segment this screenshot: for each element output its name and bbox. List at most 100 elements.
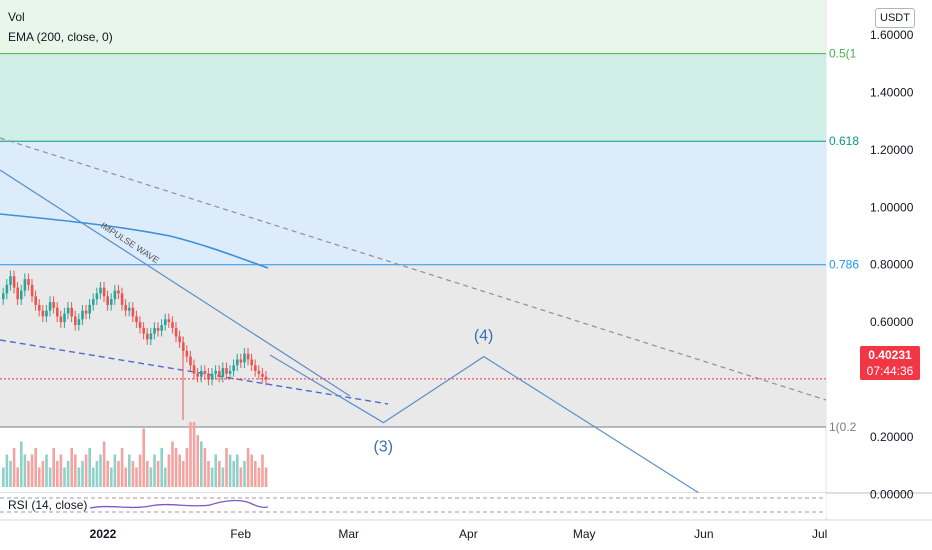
candle-body	[84, 310, 88, 314]
volume-bar	[110, 467, 113, 487]
fib-level-label: 0.618	[829, 134, 859, 148]
volume-bar	[16, 467, 19, 487]
volume-bar	[124, 467, 127, 487]
candle-body	[27, 279, 30, 285]
price-axis-tick: 0.80000	[870, 258, 914, 272]
volume-bar	[189, 422, 192, 487]
candle-body	[174, 327, 178, 337]
volume-bar	[81, 461, 84, 487]
volume-bar	[210, 467, 214, 487]
candle-body	[203, 370, 207, 374]
volume-bar	[192, 422, 196, 487]
candle-body	[88, 304, 91, 314]
volume-bar	[20, 441, 23, 487]
volume-bar	[120, 448, 124, 487]
fib-level-label: 1(0.2	[829, 420, 857, 434]
volume-bar	[146, 461, 149, 487]
volume-bar	[99, 454, 102, 487]
candle-body	[178, 336, 181, 343]
volume-bar	[214, 454, 217, 487]
price-axis-tick: 0.60000	[870, 315, 914, 329]
bar-countdown: 07:44:36	[866, 364, 914, 378]
time-axis-tick: Feb	[230, 527, 251, 541]
candle-body	[185, 350, 189, 357]
candle-body	[66, 307, 70, 314]
time-axis-tick: Jun	[694, 527, 713, 541]
candle-body	[160, 325, 163, 331]
candle-body	[257, 370, 261, 374]
volume-bar	[45, 454, 48, 487]
candle-body	[59, 316, 63, 323]
price-axis-tick: 1.40000	[870, 85, 914, 99]
candle-body	[63, 313, 66, 323]
volume-bar	[232, 461, 235, 487]
candle-body	[34, 296, 37, 305]
candle-body	[228, 370, 232, 374]
dashed-resistance-line	[0, 137, 827, 401]
impulse-wave-line	[0, 169, 351, 397]
candle-body	[192, 365, 196, 374]
candle-body	[250, 359, 253, 366]
volume-bar	[113, 454, 117, 487]
candle-body	[135, 316, 138, 323]
volume-bar	[200, 441, 203, 487]
candle-body	[207, 373, 210, 380]
candle-body	[254, 365, 257, 371]
volume-bar	[77, 467, 81, 487]
candle-body	[189, 356, 192, 366]
volume-bar	[135, 467, 138, 487]
volume-bar	[228, 454, 232, 487]
ema-legend[interactable]: EMA (200, close, 0)	[8, 30, 113, 44]
candle-body	[225, 368, 228, 374]
volume-bar	[138, 454, 142, 487]
candle-body	[30, 284, 34, 297]
volume-bar	[63, 467, 66, 487]
rsi-legend[interactable]: RSI (14, close)	[8, 498, 88, 512]
volume-bar	[48, 467, 52, 487]
volume-bar	[178, 454, 181, 487]
volume-bar	[196, 435, 199, 487]
volume-bar	[131, 461, 135, 487]
price-axis-tick: 0.20000	[870, 430, 914, 444]
last-price-value: 0.40231	[868, 348, 912, 362]
volume-legend[interactable]: Vol	[8, 10, 25, 24]
volume-bar	[156, 461, 160, 487]
fib-zone-3	[0, 264, 826, 427]
candle-body	[106, 296, 109, 305]
candle-body	[214, 370, 217, 374]
price-axis-tick: 1.20000	[870, 143, 914, 157]
candle-body	[2, 293, 5, 300]
volume-bar	[66, 461, 70, 487]
volume-bar	[246, 448, 250, 487]
volume-bar	[167, 454, 171, 487]
candle-body	[70, 307, 73, 317]
candle-body	[171, 322, 174, 328]
candle-body	[110, 299, 113, 305]
candle-body	[45, 310, 48, 317]
volume-bar	[250, 454, 253, 487]
volume-bar	[23, 454, 27, 487]
rsi-line	[89, 499, 269, 509]
volume-bar	[106, 461, 109, 487]
price-axis-tick: 1.00000	[870, 200, 914, 214]
volume-bar	[92, 467, 95, 487]
candle-body	[12, 276, 16, 288]
volume-bar	[239, 467, 243, 487]
fib-zone-1	[0, 53, 826, 142]
volume-bar	[102, 441, 106, 487]
candle-body	[218, 370, 221, 377]
currency-selector[interactable]: USDT	[875, 8, 915, 28]
volume-bar	[257, 467, 261, 487]
candle-body	[124, 304, 127, 311]
volume-bar	[218, 461, 221, 487]
volume-bar	[12, 448, 16, 487]
candle-body	[243, 353, 246, 363]
rsi-pane-bg	[0, 493, 826, 517]
volume-bar	[254, 461, 257, 487]
volume-bar	[95, 461, 99, 487]
price-axis-tick: 1.60000	[870, 28, 914, 42]
candle-body	[74, 316, 77, 326]
volume-bar	[203, 448, 207, 487]
volume-bar	[70, 448, 73, 487]
